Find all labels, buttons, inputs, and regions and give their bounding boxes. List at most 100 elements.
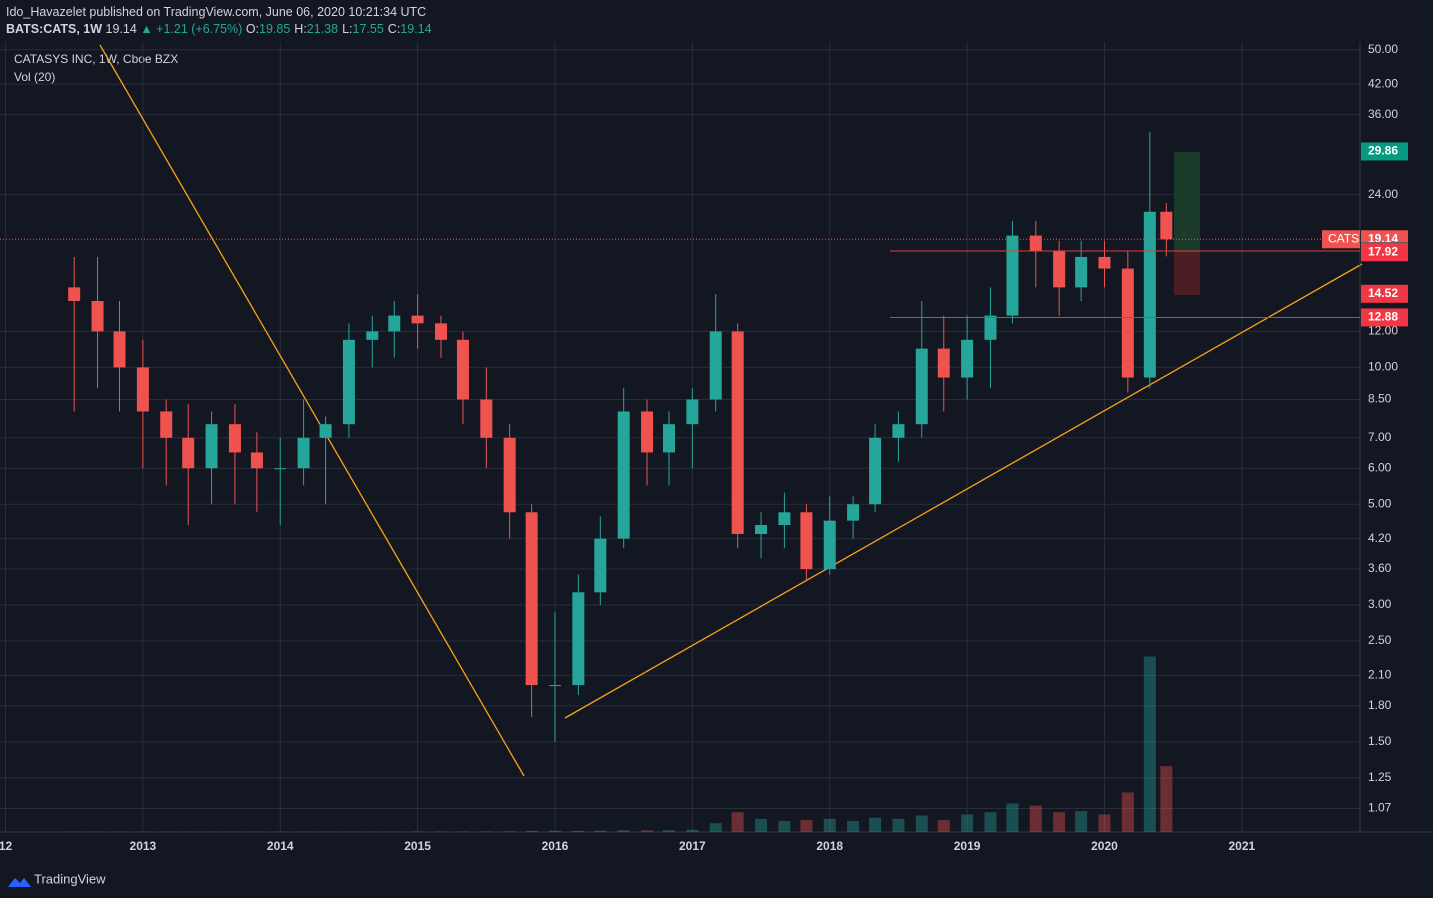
candle-body [1160, 211, 1173, 240]
candle-body [594, 538, 607, 593]
volume-bar [823, 818, 836, 832]
candle-body [984, 315, 997, 340]
candle-body [548, 685, 561, 687]
volume-bar [847, 821, 860, 832]
symbol-line: BATS:CATS, 1W 19.14 ▲ +1.21 (+6.75%) O:1… [6, 22, 436, 36]
candle-body [1143, 211, 1156, 378]
y-tick-label: 1.50 [1368, 734, 1392, 748]
y-tick-label: 42.00 [1368, 76, 1398, 90]
y-tick-label: 50.00 [1368, 42, 1398, 56]
y-tick-label: 2.10 [1368, 668, 1392, 682]
candle-body [503, 437, 516, 513]
volume-bar [1029, 805, 1042, 832]
candle-body [755, 525, 768, 534]
candle-body [525, 512, 538, 686]
ohlc-key: H: [294, 22, 307, 36]
x-tick-label: 2021 [1229, 839, 1256, 853]
volume-bar [686, 829, 699, 832]
volume-bar [778, 821, 791, 832]
volume-bar [525, 830, 538, 832]
volume-bar [961, 814, 974, 832]
legend-title: CATASYS INC, 1W, Cboe BZX [14, 52, 178, 66]
candle-body [68, 287, 81, 301]
drawings [99, 44, 1363, 777]
candle-body [869, 437, 882, 505]
candle-body [434, 323, 447, 340]
candle-body [91, 300, 104, 332]
x-tick-label: 12 [0, 839, 12, 853]
y-tick-label: 8.50 [1368, 392, 1392, 406]
x-tick-label: 2019 [954, 839, 981, 853]
volume-bar [984, 812, 997, 832]
symbol-tag-label: CATS [1328, 231, 1359, 245]
y-tick-label: 4.20 [1368, 531, 1392, 545]
brand: TradingView [34, 871, 106, 886]
y-tick-label: 6.00 [1368, 460, 1392, 474]
ohlc-value: 21.38 [306, 22, 339, 36]
ohlc-key: C: [387, 22, 401, 36]
candle-body [205, 424, 218, 469]
x-tick-label: 2013 [130, 839, 157, 853]
volume-bar [617, 830, 630, 832]
candle-body [480, 399, 493, 438]
candle-body [1053, 251, 1066, 288]
volume-bar [1075, 811, 1088, 832]
candle-body [709, 331, 722, 400]
x-tick-label: 2016 [542, 839, 569, 853]
candle-body [823, 520, 836, 570]
volume-bar [1053, 812, 1066, 832]
price-tag-label: 12.88 [1368, 310, 1398, 324]
candle-body [274, 468, 287, 470]
candle-body [1098, 256, 1111, 269]
y-tick-label: 2.50 [1368, 633, 1392, 647]
publisher: Ido_Havazelet published on TradingView.c… [6, 5, 427, 19]
y-tick-label: 10.00 [1368, 360, 1398, 374]
volume-bar [755, 818, 768, 832]
volume-bar [915, 815, 928, 832]
volume-bar [937, 819, 950, 832]
ohlc-key: O: [245, 22, 260, 36]
ohlc-value: 17.55 [352, 22, 384, 36]
candle-body [297, 437, 310, 469]
study: Vol (20) [14, 70, 55, 84]
candle-body [617, 411, 630, 539]
candle-body [847, 504, 860, 521]
candle-body [160, 411, 173, 438]
symbol-tag [1322, 230, 1360, 249]
trendline [564, 263, 1363, 719]
candle-body [319, 424, 332, 438]
price-tag [1361, 284, 1408, 303]
trendline [99, 44, 525, 777]
y-tick-label: 12.00 [1368, 324, 1398, 338]
candle-body [1006, 235, 1019, 316]
candle-body [1121, 268, 1134, 378]
price-tag [1361, 308, 1408, 327]
candle-body [686, 399, 699, 425]
loss-zone [1174, 252, 1200, 295]
volume-bar [548, 830, 561, 832]
ohlc-value: 19.85 [259, 22, 291, 36]
candle-body [892, 424, 905, 438]
candle-body [915, 348, 928, 425]
x-tick-label: 2020 [1091, 839, 1118, 853]
price-tag-label: 29.86 [1368, 144, 1398, 158]
candle-body [411, 315, 424, 324]
candle-body [937, 348, 950, 378]
price-tag-label: 14.52 [1368, 286, 1398, 300]
change: ▲ +1.21 (+6.75%) [140, 22, 243, 36]
candle-body [572, 592, 585, 686]
y-tick-label: 3.00 [1368, 597, 1392, 611]
ohlc-key: L: [342, 22, 353, 36]
volume-bar [594, 830, 607, 832]
volume-bar [1160, 766, 1173, 832]
volume-bar [663, 830, 676, 832]
candle-body [388, 315, 401, 332]
y-tick-label: 7.00 [1368, 430, 1392, 444]
y-tick-label: 1.07 [1368, 801, 1392, 815]
y-tick-label: 1.80 [1368, 698, 1392, 712]
volume-bar [892, 818, 905, 832]
candle-body [961, 339, 974, 378]
price-tag [1361, 243, 1408, 262]
last: 19.14 [105, 22, 137, 36]
